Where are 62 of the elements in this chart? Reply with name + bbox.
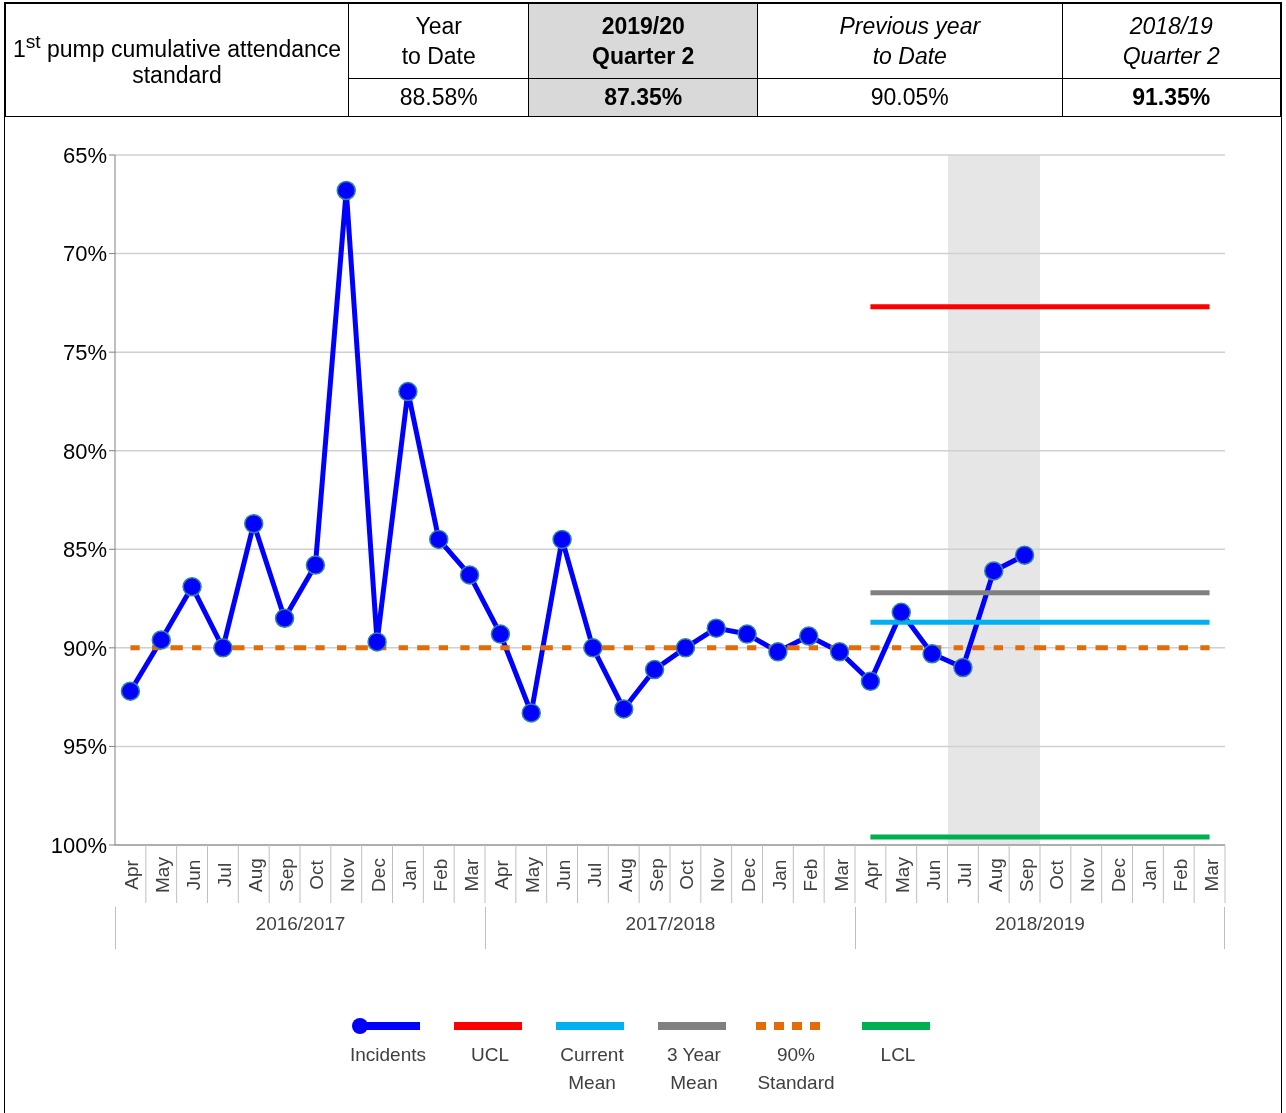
x-tick-label: Oct bbox=[676, 859, 698, 890]
x-tick-label: May bbox=[152, 856, 174, 893]
x-tick-label: Feb bbox=[429, 858, 451, 892]
text: 2019/20 Quarter 2 bbox=[528, 3, 758, 79]
x-tick-label: May bbox=[892, 856, 914, 893]
y-tick-label: 65% bbox=[62, 142, 107, 168]
legend-label: Incidents bbox=[349, 1043, 427, 1067]
text: 87.35% bbox=[528, 78, 758, 117]
y-tick-label: 75% bbox=[62, 339, 107, 365]
y-tick-label: 85% bbox=[62, 537, 107, 563]
x-tick-label: Aug bbox=[984, 858, 1006, 892]
x-tick-label: Jan bbox=[1138, 859, 1160, 891]
x-tick-label: Aug bbox=[244, 858, 266, 892]
x-tick-label: Nov bbox=[707, 857, 729, 892]
x-tick-label: Dec bbox=[738, 858, 760, 892]
y-tick-label: 70% bbox=[62, 241, 107, 267]
x-tick-label: Apr bbox=[491, 859, 513, 890]
x-tick-label: Feb bbox=[799, 858, 821, 892]
x-tick-label: May bbox=[522, 856, 544, 893]
x-tick-label: Oct bbox=[1046, 859, 1068, 890]
y-tick-label: 95% bbox=[62, 734, 107, 760]
legend-label: LCL bbox=[880, 1043, 916, 1067]
x-tick-label: Jan bbox=[768, 859, 790, 891]
y-tick-label: 100% bbox=[50, 832, 107, 858]
x-tick-label: Apr bbox=[861, 859, 883, 890]
legend-label: 90% Standard bbox=[756, 1043, 836, 1095]
x-tick-label: Jun bbox=[553, 859, 575, 891]
x-tick-label: Jul bbox=[213, 862, 235, 888]
x-tick-label: Dec bbox=[1108, 858, 1130, 892]
legend-label: UCL bbox=[470, 1043, 509, 1067]
x-tick-label: Sep bbox=[275, 858, 297, 892]
x-tick-label: Sep bbox=[1015, 858, 1037, 892]
x-tick-label: Jan bbox=[398, 859, 420, 891]
text: 91.35% bbox=[1062, 78, 1281, 117]
y-tick-label: 80% bbox=[62, 438, 107, 464]
x-tick-label: Jul bbox=[953, 862, 975, 888]
x-tick-label: Mar bbox=[460, 857, 482, 892]
legend-label: 3 Year Mean bbox=[666, 1043, 722, 1095]
text: 90.05% bbox=[757, 78, 1063, 117]
legend-label: Current Mean bbox=[559, 1043, 625, 1095]
x-tick-label: Jun bbox=[923, 859, 945, 891]
text: Year to Date bbox=[348, 3, 529, 79]
x-tick-label: Mar bbox=[1200, 857, 1222, 892]
x-tick-label: Nov bbox=[1077, 857, 1099, 892]
x-tick-label: Apr bbox=[121, 859, 143, 890]
text: Previous year to Date bbox=[757, 3, 1063, 79]
x-tick-label: Mar bbox=[830, 857, 852, 892]
x-tick-label: Dec bbox=[368, 858, 390, 892]
text: 2018/2019 bbox=[855, 907, 1225, 949]
x-tick-label: Aug bbox=[614, 858, 636, 892]
x-tick-label: Sep bbox=[645, 858, 667, 892]
y-tick-label: 90% bbox=[62, 635, 107, 661]
x-tick-label: Jul bbox=[583, 862, 605, 888]
text: 2017/2018 bbox=[485, 907, 855, 949]
x-tick-label: Nov bbox=[337, 857, 359, 892]
text: 88.58% bbox=[348, 78, 529, 117]
chart-title: 1$^{st}$ pump cumulative attendance standard bbox=[5, 3, 349, 117]
x-tick-label: Oct bbox=[306, 859, 328, 890]
x-tick-label: Jun bbox=[183, 859, 205, 891]
text: 2018/19 Quarter 2 bbox=[1062, 3, 1281, 79]
text: 2016/2017 bbox=[115, 907, 485, 949]
x-tick-label: Feb bbox=[1169, 858, 1191, 892]
